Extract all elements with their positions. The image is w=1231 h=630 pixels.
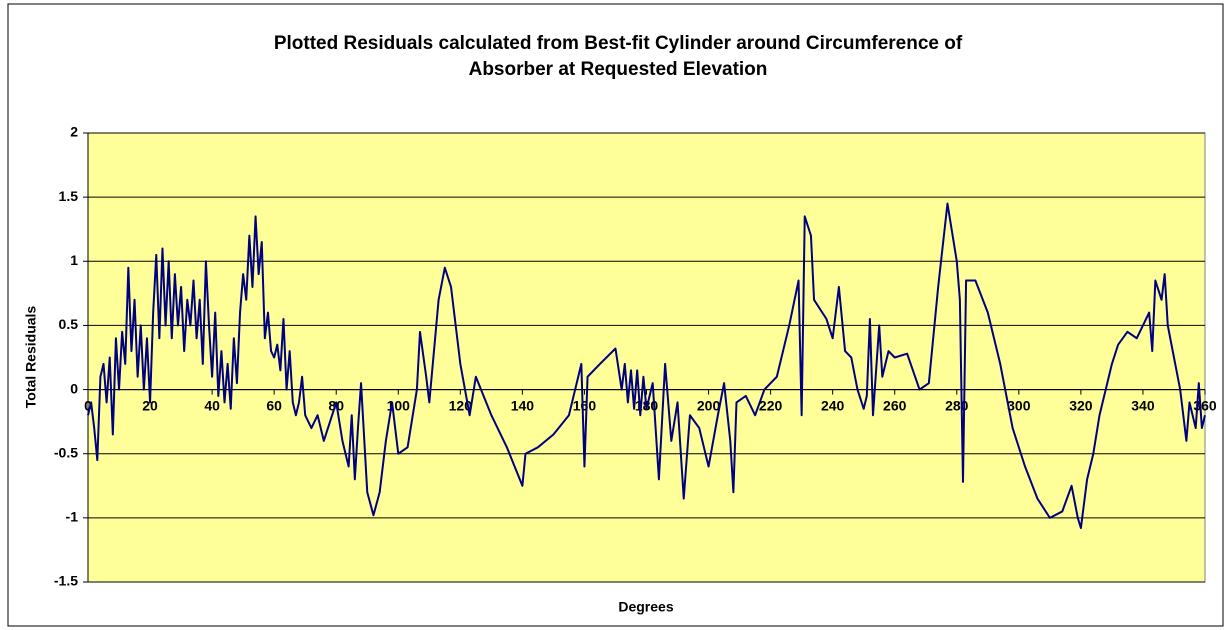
y-tick-label: 0.5	[59, 316, 79, 332]
y-tick-label: -1	[66, 509, 79, 525]
chart-title: Plotted Residuals calculated from Best-f…	[274, 33, 963, 54]
x-tick-label: 160	[573, 397, 597, 413]
y-tick-label: 1.5	[59, 188, 79, 204]
x-tick-label: 340	[1131, 397, 1155, 413]
y-axis-label: Total Residuals	[23, 306, 39, 409]
y-tick-label: 1	[70, 252, 78, 268]
y-tick-label: 2	[70, 124, 78, 140]
x-axis-label: Degrees	[618, 599, 673, 615]
plot-area	[87, 132, 1206, 583]
x-tick-label: 0	[84, 397, 92, 413]
chart-title: Absorber at Requested Elevation	[469, 59, 768, 80]
x-tick-label: 40	[204, 397, 220, 413]
data-line	[87, 202, 1206, 530]
x-tick-label: 280	[945, 397, 969, 413]
x-tick-label: 200	[697, 397, 721, 413]
x-tick-label: 240	[821, 397, 845, 413]
x-tick-label: 60	[266, 397, 282, 413]
x-tick-label: 300	[1007, 397, 1031, 413]
y-tick-label: -0.5	[54, 444, 78, 460]
y-tick-label: 0	[70, 380, 78, 396]
x-tick-label: 260	[883, 397, 907, 413]
x-tick-label: 20	[142, 397, 158, 413]
x-tick-label: 220	[759, 397, 783, 413]
y-tick-label: -1.5	[54, 573, 78, 589]
x-tick-label: 140	[511, 397, 535, 413]
x-tick-label: 320	[1069, 397, 1093, 413]
